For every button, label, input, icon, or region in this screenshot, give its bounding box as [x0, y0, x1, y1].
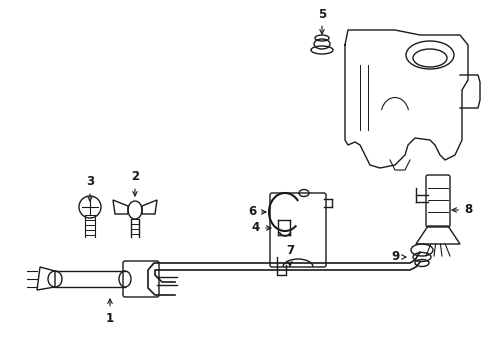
Text: 7: 7: [285, 243, 293, 266]
Text: 6: 6: [247, 206, 265, 219]
Text: 2: 2: [131, 171, 139, 196]
Text: 9: 9: [390, 251, 405, 264]
Text: 8: 8: [451, 203, 471, 216]
Text: 5: 5: [317, 8, 325, 34]
Text: 4: 4: [251, 221, 270, 234]
Text: 1: 1: [106, 299, 114, 324]
Text: 3: 3: [86, 175, 94, 201]
